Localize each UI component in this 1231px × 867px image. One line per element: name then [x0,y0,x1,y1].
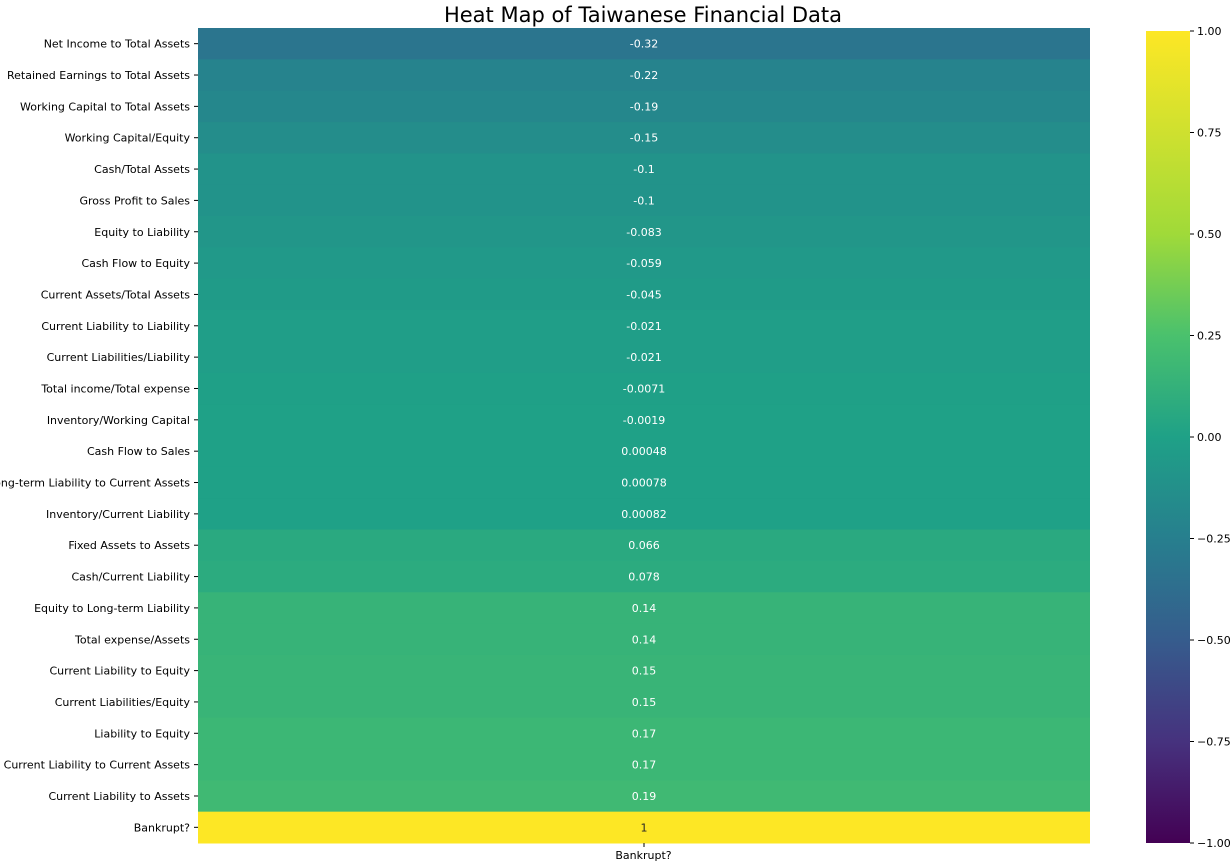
cell-value-label: -0.1 [633,194,654,207]
heatmap-cell [198,498,1090,531]
cell-value-label: 0.17 [632,727,657,740]
cell-value-label: -0.1 [633,163,654,176]
cell-value-label: -0.0071 [623,382,665,395]
x-tick-label: Bankrupt? [615,849,671,862]
heatmap-cell [198,686,1090,719]
cell-value-label: 0.00048 [621,445,667,458]
y-tick-label: Equity to Liability [94,226,190,239]
heatmap-cell [198,592,1090,625]
y-tick-label: Liability to Equity [94,727,190,740]
heatmap-cell [198,216,1090,248]
colorbar: 1.00 0.75 0.50 0.25 0.00 −0.25 −0.50 −0.75 −1.00 [1146,25,1231,850]
cell-value-label: 0.00082 [621,508,667,521]
colorbar-gradient [1146,31,1190,843]
y-tick-label: Retained Earnings to Total Assets [7,69,190,82]
heatmap-cell [198,435,1090,468]
cell-value-label: -0.083 [626,226,661,239]
cell-value-label: -0.15 [630,132,658,145]
y-tick-label: Bankrupt? [134,821,190,834]
heatmap-cell [198,748,1090,781]
colorbar-tick-label: 0.25 [1197,330,1222,343]
chart-title: Heat Map of Taiwanese Financial Data [444,3,842,27]
y-tick-label: Current Liability to Assets [48,790,190,803]
cell-value-label: -0.19 [630,100,658,113]
cell-value-label: 0.15 [632,696,657,709]
heatmap-cell [198,184,1090,217]
cell-value-label: 0.00078 [621,477,667,490]
colorbar-tick-label: −0.25 [1197,533,1231,546]
heatmap-cell [198,780,1090,813]
heatmap-cell [198,654,1090,687]
cell-value-label: -0.0019 [623,414,665,427]
heatmap-cell [198,560,1090,593]
y-tick-label: Equity to Long-term Liability [34,602,190,615]
heatmap-cell [198,59,1090,92]
y-tick-label: Total income/Total expense [40,382,190,395]
cell-value-label: 0.14 [632,602,657,615]
colorbar-tick-label: −0.50 [1197,634,1231,647]
y-tick-label: Long-term Liability to Current Assets [0,477,190,490]
y-tick-label: Cash/Total Assets [94,163,190,176]
heatmap-rows: -0.32 Net Income to Total Assets -0.22 Reta… [0,28,1090,847]
heatmap-cell [198,247,1090,280]
cell-value-label: 0.078 [628,571,660,584]
colorbar-tick-label: −0.75 [1197,736,1231,749]
y-tick-label: Cash/Current Liability [71,571,190,584]
y-tick-label: Current Liabilities/Liability [47,351,191,364]
y-tick-label: Fixed Assets to Assets [68,539,190,552]
heatmap-cell [198,90,1090,123]
colorbar-tick-label: 1.00 [1197,25,1222,38]
cell-value-label: 0.17 [632,759,657,772]
colorbar-tick-label: −1.00 [1197,837,1231,850]
y-tick-label: Total expense/Assets [74,633,190,646]
cell-value-label: 0.066 [628,539,660,552]
y-tick-label: Current Liability to Current Assets [4,759,191,772]
cell-value-label: 0.14 [632,633,657,646]
y-tick-label: Cash Flow to Equity [81,257,190,270]
heatmap-cell [198,466,1090,499]
y-tick-label: Current Liability to Equity [49,665,190,678]
y-tick-label: Working Capital to Total Assets [20,100,190,113]
heatmap-cell [198,811,1090,844]
cell-value-label: -0.32 [630,38,658,51]
cell-value-label: -0.045 [626,288,661,301]
cell-value-label: 1 [641,821,648,834]
heatmap-cell [198,372,1090,405]
colorbar-tick-label: 0.75 [1197,127,1222,140]
y-tick-label: Current Liability to Liability [41,320,190,333]
heatmap-cell [198,278,1090,311]
cell-value-label: -0.021 [626,320,661,333]
colorbar-tick-label: 0.00 [1197,431,1222,444]
heatmap-cell [198,404,1090,436]
heatmap-cell [198,122,1090,154]
y-tick-label: Gross Profit to Sales [80,194,191,207]
heatmap-cell [198,310,1090,342]
heatmap-cell [198,28,1090,60]
y-tick-label: Current Liabilities/Equity [55,696,191,709]
cell-value-label: 0.15 [632,665,657,678]
y-tick-label: Current Assets/Total Assets [41,288,191,301]
cell-value-label: 0.19 [632,790,657,803]
cell-value-label: -0.059 [626,257,661,270]
heatmap-cell [198,529,1090,562]
heatmap-cell [198,623,1090,656]
heatmap-cell [198,341,1090,374]
colorbar-tick-label: 0.50 [1197,228,1222,241]
y-tick-label: Cash Flow to Sales [87,445,190,458]
cell-value-label: -0.021 [626,351,661,364]
cell-value-label: -0.22 [630,69,658,82]
heatmap-cell [198,717,1090,750]
y-tick-label: Working Capital/Equity [65,132,191,145]
y-tick-label: Inventory/Current Liability [46,508,190,521]
heatmap-cell [198,153,1090,186]
y-tick-label: Net Income to Total Assets [44,38,191,51]
y-tick-label: Inventory/Working Capital [47,414,190,427]
